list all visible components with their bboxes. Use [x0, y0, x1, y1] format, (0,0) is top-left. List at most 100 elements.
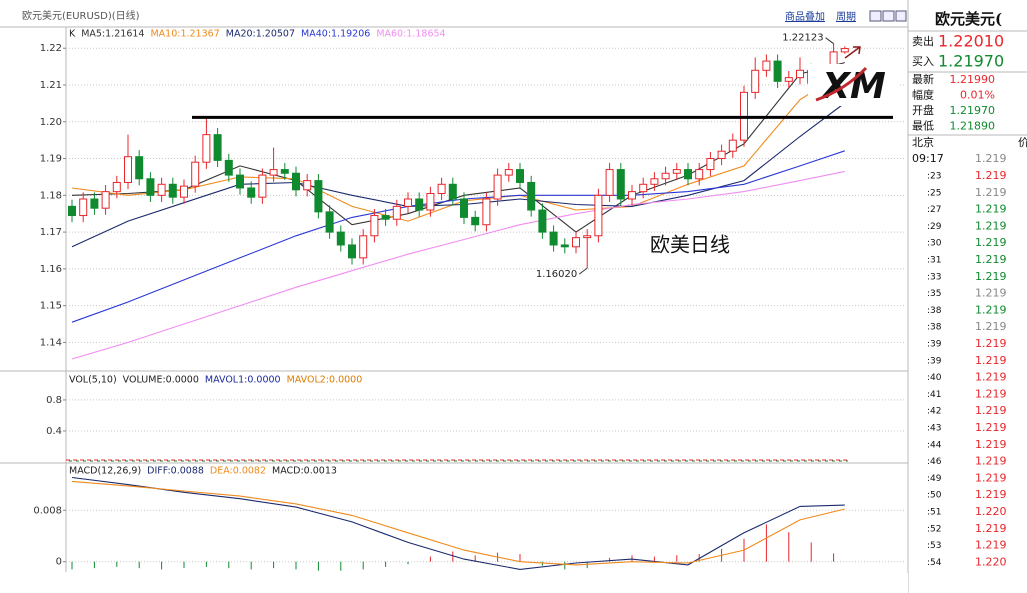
stat-label: 最新	[912, 72, 934, 86]
annotation-leader	[578, 267, 588, 275]
legend-entry: MA60:1.18654	[376, 29, 445, 40]
tick-time: :25	[927, 188, 941, 198]
legend-entry: MAVOL2:0.0000	[287, 375, 363, 386]
bottom-blank	[0, 573, 908, 593]
tick-time: :46	[927, 457, 942, 467]
logo-box	[808, 64, 900, 106]
candle-body	[303, 180, 312, 191]
view-buttons[interactable]	[869, 10, 907, 22]
y-tick-label: 0	[56, 557, 62, 568]
candle-body	[415, 198, 424, 211]
tick-price: 1.219	[975, 421, 1007, 434]
candle-body	[717, 150, 726, 160]
candle-body	[482, 198, 491, 226]
tick-price: 1.219	[975, 186, 1007, 199]
tick-price: 1.219	[975, 270, 1007, 283]
candle-body	[79, 198, 88, 217]
stat-value: 1.21990	[950, 73, 996, 86]
y-tick-label: 1.21	[40, 80, 62, 91]
legend-entry: MA10:1.21367	[150, 29, 219, 40]
candle-body	[560, 244, 569, 248]
price-panel: 1.22123 1.16020 欧美日线 XM	[66, 33, 905, 360]
tick-price: 1.219	[975, 387, 1007, 400]
legend-entry: MA40:1.19206	[301, 29, 370, 40]
candle-body	[392, 205, 401, 220]
candle-body	[616, 169, 625, 200]
tick-time: :54	[927, 558, 942, 568]
tick-price: 1.219	[975, 169, 1007, 182]
candle-body	[213, 134, 222, 161]
stat-value: 0.01%	[960, 89, 995, 102]
candle-body	[650, 178, 659, 185]
tick-price: 1.219	[975, 371, 1007, 384]
candle-body	[404, 198, 412, 207]
candle-body	[516, 169, 524, 183]
tick-price: 1.219	[975, 152, 1007, 165]
candle-body	[572, 237, 580, 248]
logo-swoosh	[815, 66, 868, 102]
tick-time: :39	[927, 356, 942, 366]
candle-body	[336, 231, 345, 246]
y-tick-label: 1.17	[40, 227, 62, 238]
candle-body	[762, 60, 771, 71]
candle-body	[796, 69, 804, 79]
candle-body	[146, 178, 155, 196]
legend-entry: MACD:0.0013	[272, 466, 337, 477]
tick-time: :53	[927, 541, 941, 551]
candle-body	[247, 187, 256, 198]
buy-label: 买入	[912, 55, 934, 68]
tick-time: :49	[927, 474, 942, 484]
candle-body	[202, 134, 211, 163]
candle-body	[314, 180, 323, 213]
buy-price: 1.21970	[938, 52, 1004, 71]
candle-body	[157, 183, 166, 196]
tick-time: :38	[927, 306, 942, 316]
tick-price: 1.220	[975, 505, 1007, 518]
legend-entry: MAVOL1:0.0000	[205, 375, 281, 386]
y-tick-label: 1.15	[40, 301, 62, 312]
macd-panel	[66, 476, 905, 571]
candle-body	[236, 174, 244, 189]
candle-body	[695, 169, 704, 180]
tick-place: 北京	[912, 135, 934, 149]
legend-entry: MA5:1.21614	[81, 29, 144, 40]
tick-time: :29	[927, 222, 942, 232]
legend-entry: VOLUME:0.0000	[123, 375, 199, 386]
candle-body	[101, 191, 110, 209]
tick-price: 1.219	[975, 287, 1007, 300]
candle-body	[437, 183, 446, 194]
tick-price-head: 价	[1018, 136, 1027, 149]
candle-body	[672, 169, 681, 174]
candle-body	[168, 183, 177, 198]
stat-value: 1.21970	[950, 104, 996, 117]
chart-label: 欧美日线	[650, 233, 730, 257]
tick-time: :39	[927, 340, 942, 350]
tick-price: 1.219	[975, 354, 1007, 367]
candle-body	[639, 183, 648, 193]
candle-body	[224, 159, 233, 176]
tick-price: 1.220	[975, 555, 1007, 568]
candle-body	[325, 211, 334, 233]
tick-time: :27	[927, 205, 941, 215]
line	[71, 476, 845, 570]
period-button[interactable]: 周期	[836, 11, 856, 23]
y-tick-label: 1.22	[40, 43, 62, 54]
legend-entry: K	[69, 29, 76, 40]
candle-body	[370, 215, 379, 237]
candle-body	[448, 183, 457, 200]
window-title: 欧元美元(EURUSD)(日线)	[22, 9, 140, 22]
tick-time: :43	[927, 424, 941, 434]
quote-title: 欧元美元(	[935, 10, 1002, 28]
candle-body	[538, 209, 547, 233]
candle-body	[471, 216, 480, 226]
arrow	[844, 46, 861, 59]
tick-price: 1.219	[975, 438, 1007, 451]
candle-body	[504, 169, 513, 176]
tick-time: :52	[927, 524, 941, 534]
candle-body	[191, 161, 200, 187]
overlay-button[interactable]: 商品叠加	[785, 10, 825, 23]
annotation-label: 1.16020	[536, 269, 577, 280]
tick-time: :23	[927, 172, 941, 182]
